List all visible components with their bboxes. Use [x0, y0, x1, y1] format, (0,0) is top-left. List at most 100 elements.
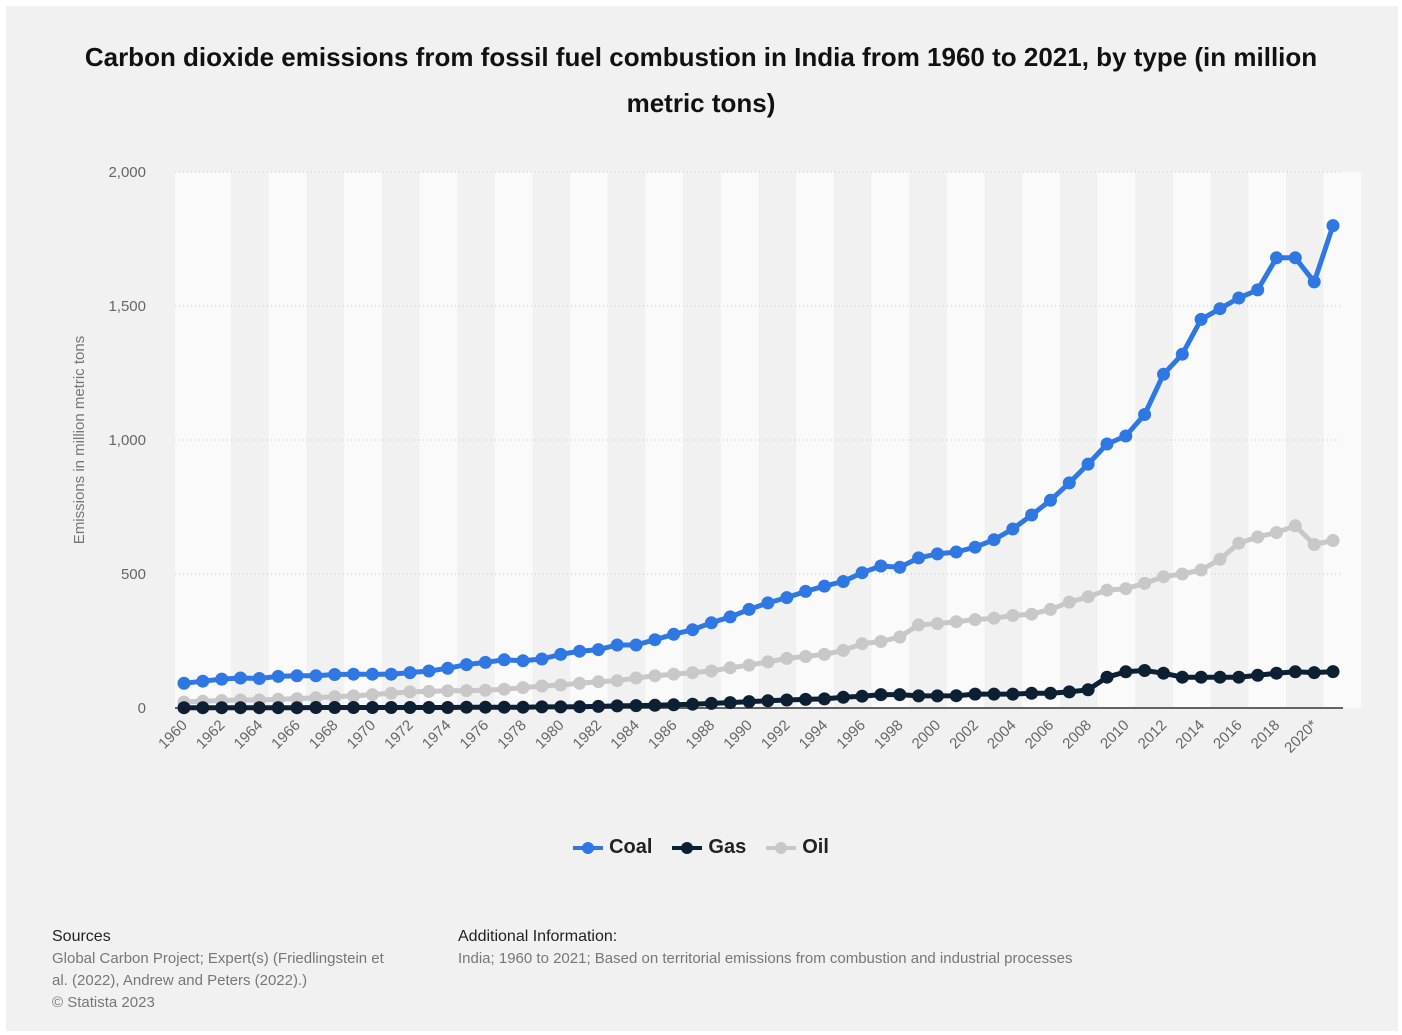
data-point-coal	[780, 591, 794, 605]
data-point-oil	[799, 650, 813, 663]
sources-line-2: al. (2022), Andrew and Peters (2022).)	[52, 972, 308, 989]
data-point-coal	[215, 672, 229, 686]
data-point-coal	[403, 666, 417, 680]
data-point-coal	[1251, 283, 1265, 297]
data-point-coal	[1194, 312, 1208, 326]
data-point-coal	[1006, 522, 1020, 536]
data-point-coal	[1119, 429, 1133, 443]
legend-item-coal[interactable]: Coal	[573, 836, 652, 859]
data-point-coal	[799, 584, 813, 598]
y-axis-ticks: 0 500 1,000 1,500 2,000	[108, 164, 146, 717]
data-point-coal	[1081, 457, 1095, 471]
data-point-gas	[1175, 670, 1189, 684]
legend: Coal Gas Oil	[0, 836, 1402, 859]
x-tick-label: 1968	[306, 717, 342, 753]
x-tick-label: 1964	[231, 717, 267, 753]
x-tick-label: 2000	[909, 717, 945, 753]
data-point-coal	[987, 533, 1001, 547]
data-point-coal	[1232, 291, 1246, 305]
data-point-oil	[1044, 602, 1057, 616]
data-point-oil	[403, 685, 417, 699]
data-point-gas	[1251, 668, 1265, 682]
data-point-oil	[1138, 576, 1152, 590]
x-tick-label: 1992	[758, 717, 794, 753]
data-point-oil	[780, 651, 794, 665]
data-point-oil	[422, 684, 436, 698]
data-point-oil	[1025, 607, 1039, 621]
data-point-coal	[893, 560, 907, 574]
data-point-gas	[949, 689, 963, 703]
data-point-coal	[384, 667, 398, 681]
data-point-coal	[177, 676, 191, 690]
sources-block: Sources Global Carbon Project; Expert(s)…	[52, 926, 452, 1014]
legend-swatch-coal	[573, 841, 604, 854]
data-point-gas	[1270, 666, 1283, 680]
data-point-oil	[1232, 536, 1246, 550]
data-point-coal	[874, 559, 888, 573]
data-point-coal	[535, 652, 549, 666]
data-point-oil	[723, 661, 737, 675]
data-point-coal	[252, 672, 266, 685]
data-point-gas	[723, 696, 737, 710]
y-tick-label: 1,000	[108, 432, 146, 449]
data-point-coal	[460, 658, 473, 672]
data-point-gas	[1006, 687, 1020, 701]
data-point-gas	[252, 701, 266, 715]
data-point-gas	[930, 689, 944, 703]
data-point-oil	[1270, 526, 1283, 539]
data-point-gas	[365, 701, 379, 714]
data-point-oil	[949, 615, 963, 629]
series-oil	[177, 519, 1340, 709]
data-point-oil	[893, 630, 907, 644]
data-point-oil	[460, 684, 473, 698]
data-point-gas	[347, 701, 360, 714]
x-tick-label: 1998	[871, 717, 907, 753]
data-point-gas	[271, 701, 285, 715]
data-point-coal	[1044, 493, 1057, 507]
data-point-oil	[1213, 552, 1227, 566]
data-point-oil	[836, 643, 850, 657]
legend-swatch-oil	[766, 841, 797, 854]
data-point-gas	[403, 701, 417, 714]
gridlines	[175, 171, 1343, 575]
column-band	[570, 172, 608, 708]
data-point-gas	[535, 700, 549, 714]
data-point-oil	[1100, 583, 1114, 597]
chart-card	[6, 6, 1398, 1031]
data-point-gas	[573, 700, 587, 714]
data-point-coal	[742, 602, 756, 616]
data-point-coal	[441, 661, 455, 675]
data-point-oil	[912, 618, 926, 632]
data-point-gas	[667, 698, 681, 712]
series-group	[177, 219, 1340, 715]
data-point-gas	[1119, 665, 1133, 679]
data-point-oil	[573, 676, 587, 690]
data-point-gas	[1081, 683, 1095, 697]
data-point-gas	[384, 701, 398, 714]
legend-label-gas: Gas	[708, 836, 747, 858]
data-point-oil	[610, 674, 624, 688]
series-gas	[177, 664, 1340, 715]
x-tick-label: 2004	[984, 717, 1020, 753]
column-band	[871, 172, 910, 708]
y-tick-label: 2,000	[108, 164, 146, 181]
data-point-coal	[930, 547, 944, 561]
data-point-coal	[234, 671, 247, 685]
data-point-gas	[516, 700, 530, 714]
legend-item-oil[interactable]: Oil	[766, 836, 829, 859]
data-point-gas	[968, 687, 982, 701]
x-tick-label: 1970	[344, 717, 380, 753]
data-point-gas	[912, 689, 926, 703]
data-point-gas	[1213, 670, 1227, 684]
data-point-gas	[799, 692, 813, 706]
data-point-coal	[1307, 275, 1321, 289]
data-point-oil	[554, 678, 568, 692]
legend-item-gas[interactable]: Gas	[672, 836, 746, 859]
data-point-coal	[1100, 437, 1114, 451]
x-tick-label: 1986	[645, 717, 681, 753]
x-tick-label: 2006	[1022, 717, 1058, 753]
additional-info-heading[interactable]: Additional Information:	[458, 928, 618, 945]
series-coal	[177, 219, 1340, 690]
data-point-coal	[723, 610, 737, 624]
data-point-gas	[874, 688, 888, 702]
